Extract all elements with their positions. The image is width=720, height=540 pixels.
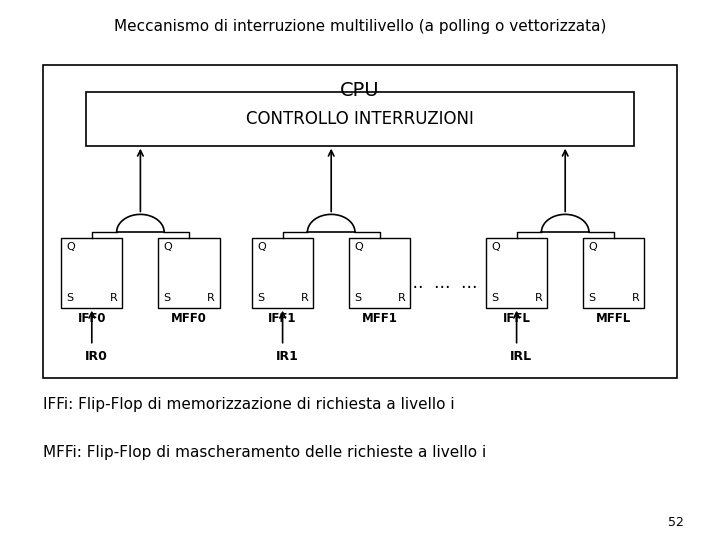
Text: IFF1: IFF1	[269, 312, 297, 325]
Bar	[158, 238, 220, 308]
Text: IR1: IR1	[275, 350, 298, 363]
Text: Q: Q	[66, 242, 75, 252]
Text: R: R	[109, 293, 117, 303]
Text: R: R	[300, 293, 308, 303]
Text: CPU: CPU	[340, 81, 380, 100]
Text: S: S	[163, 293, 171, 303]
Text: S: S	[491, 293, 498, 303]
Bar	[86, 92, 634, 146]
Text: MFF1: MFF1	[362, 312, 397, 325]
Text: IR0: IR0	[85, 350, 107, 363]
Text: MFFL: MFFL	[596, 312, 631, 325]
Text: Q: Q	[354, 242, 363, 252]
Text: R: R	[534, 293, 542, 303]
Text: CONTROLLO INTERRUZIONI: CONTROLLO INTERRUZIONI	[246, 110, 474, 128]
Text: IRL: IRL	[510, 350, 531, 363]
Text: R: R	[207, 293, 215, 303]
Text: R: R	[397, 293, 405, 303]
Text: S: S	[354, 293, 361, 303]
Bar	[43, 65, 677, 378]
Bar	[486, 238, 547, 308]
Text: Q: Q	[257, 242, 266, 252]
Bar	[583, 238, 644, 308]
Text: 52: 52	[668, 516, 684, 529]
Text: IFFi: Flip-Flop di memorizzazione di richiesta a livello i: IFFi: Flip-Flop di memorizzazione di ric…	[43, 397, 455, 412]
Text: IFF0: IFF0	[78, 312, 106, 325]
Bar	[61, 238, 122, 308]
Bar	[252, 238, 313, 308]
Text: MFF0: MFF0	[171, 312, 207, 325]
Text: S: S	[588, 293, 595, 303]
Text: Q: Q	[163, 242, 172, 252]
Text: Meccanismo di interruzione multilivello (a polling o vettorizzata): Meccanismo di interruzione multilivello …	[114, 19, 606, 34]
Text: MFFi: Flip-Flop di mascheramento delle richieste a livello i: MFFi: Flip-Flop di mascheramento delle r…	[43, 446, 487, 461]
Text: Q: Q	[491, 242, 500, 252]
Text: …  …  …  …  …  …: … … … … … …	[380, 274, 531, 293]
Text: IFFL: IFFL	[503, 312, 531, 325]
Text: S: S	[66, 293, 73, 303]
Text: S: S	[257, 293, 264, 303]
Bar	[349, 238, 410, 308]
Text: R: R	[631, 293, 639, 303]
Text: Q: Q	[588, 242, 597, 252]
